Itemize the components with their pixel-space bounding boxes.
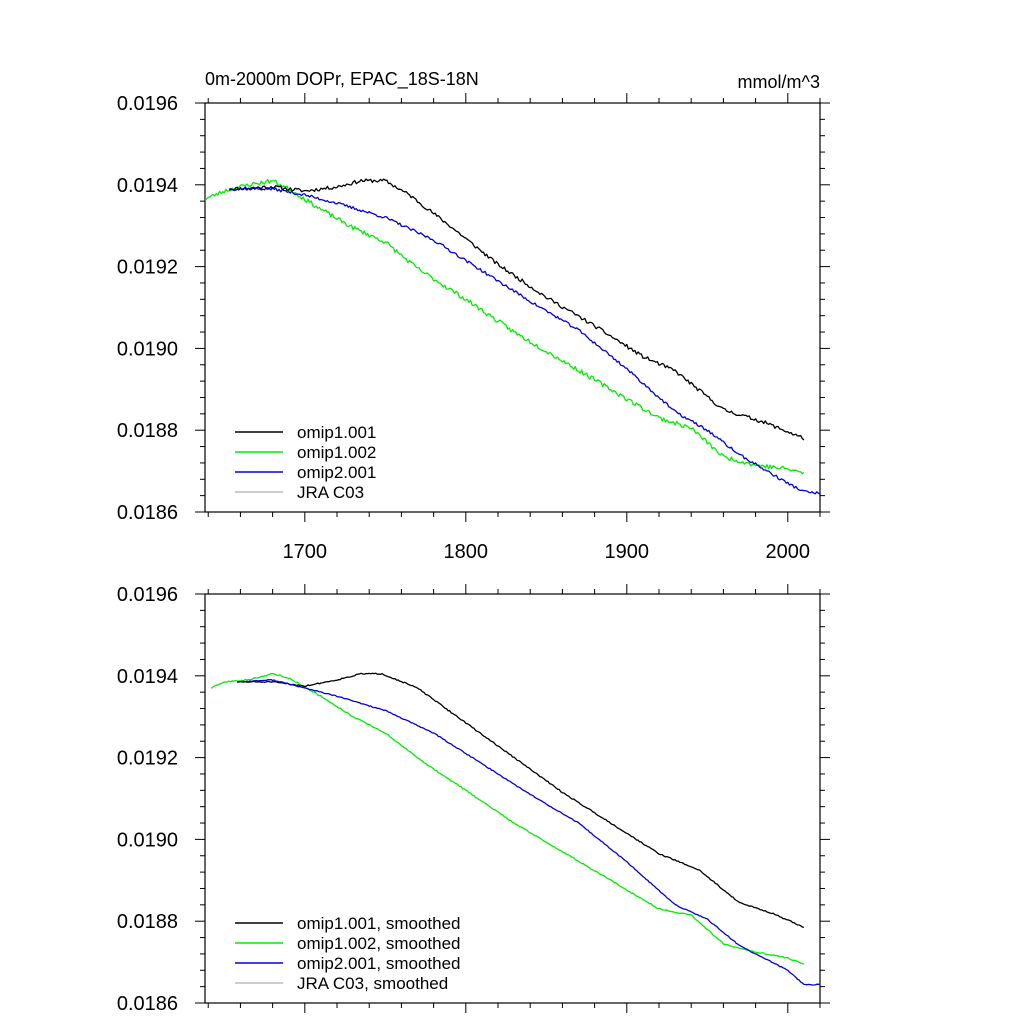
legend-label-omip1_002: omip1.002 <box>297 443 376 462</box>
y-tick-label: 0.0196 <box>117 584 178 606</box>
bottom-panel: 0.0186 0.0188 0.0190 0.0192 0.0194 0.0196 omip… <box>117 584 830 1015</box>
legend-label-jra_c03: JRA C03, smoothed <box>297 974 448 993</box>
chart-title: 0m-2000m DOPr, EPAC_18S-18N <box>205 69 479 90</box>
x-tick-label: 1900 <box>605 541 650 563</box>
legend-label-omip2_001: omip2.001, smoothed <box>297 954 461 973</box>
y-tick-label: 0.0194 <box>117 175 178 197</box>
legend-label-omip1_002: omip1.002, smoothed <box>297 934 461 953</box>
y-tick-label: 0.0190 <box>117 829 178 851</box>
y-tick-label: 0.0192 <box>117 257 178 279</box>
legend-label-omip2_001: omip2.001 <box>297 463 376 482</box>
y-tick-label: 0.0188 <box>117 911 178 933</box>
series-line-omip1_001 <box>229 178 805 441</box>
legend-label-jra_c03: JRA C03 <box>297 483 364 502</box>
series-line-omip1_002 <box>210 672 805 965</box>
y-tick-label: 0.0188 <box>117 420 178 442</box>
legend-label-omip1_001: omip1.001, smoothed <box>297 914 461 933</box>
plot-frame <box>204 593 821 1004</box>
units-label: mmol/m^3 <box>738 72 820 92</box>
series-line-omip2_001 <box>228 186 821 495</box>
y-tick-label: 0.0190 <box>117 338 178 360</box>
y-tick-label: 0.0186 <box>117 502 178 524</box>
x-tick-label: 1700 <box>283 541 328 563</box>
series-line-omip1_002 <box>204 178 805 475</box>
y-tick-label: 0.0186 <box>117 993 178 1015</box>
series-line-omip2_001 <box>237 678 821 986</box>
x-tick-label: 2000 <box>766 541 811 563</box>
y-tick-label: 0.0194 <box>117 666 178 688</box>
x-tick-label: 1800 <box>444 541 489 563</box>
y-tick-label: 0.0196 <box>117 93 178 115</box>
top-panel: 0.0186 0.0188 0.0190 0.0192 0.0194 0.0196 1700… <box>117 69 830 563</box>
y-tick-label: 0.0192 <box>117 748 178 770</box>
legend-label-omip1_001: omip1.001 <box>297 423 376 442</box>
plot-frame <box>204 102 821 513</box>
series-line-omip1_001 <box>236 672 805 928</box>
